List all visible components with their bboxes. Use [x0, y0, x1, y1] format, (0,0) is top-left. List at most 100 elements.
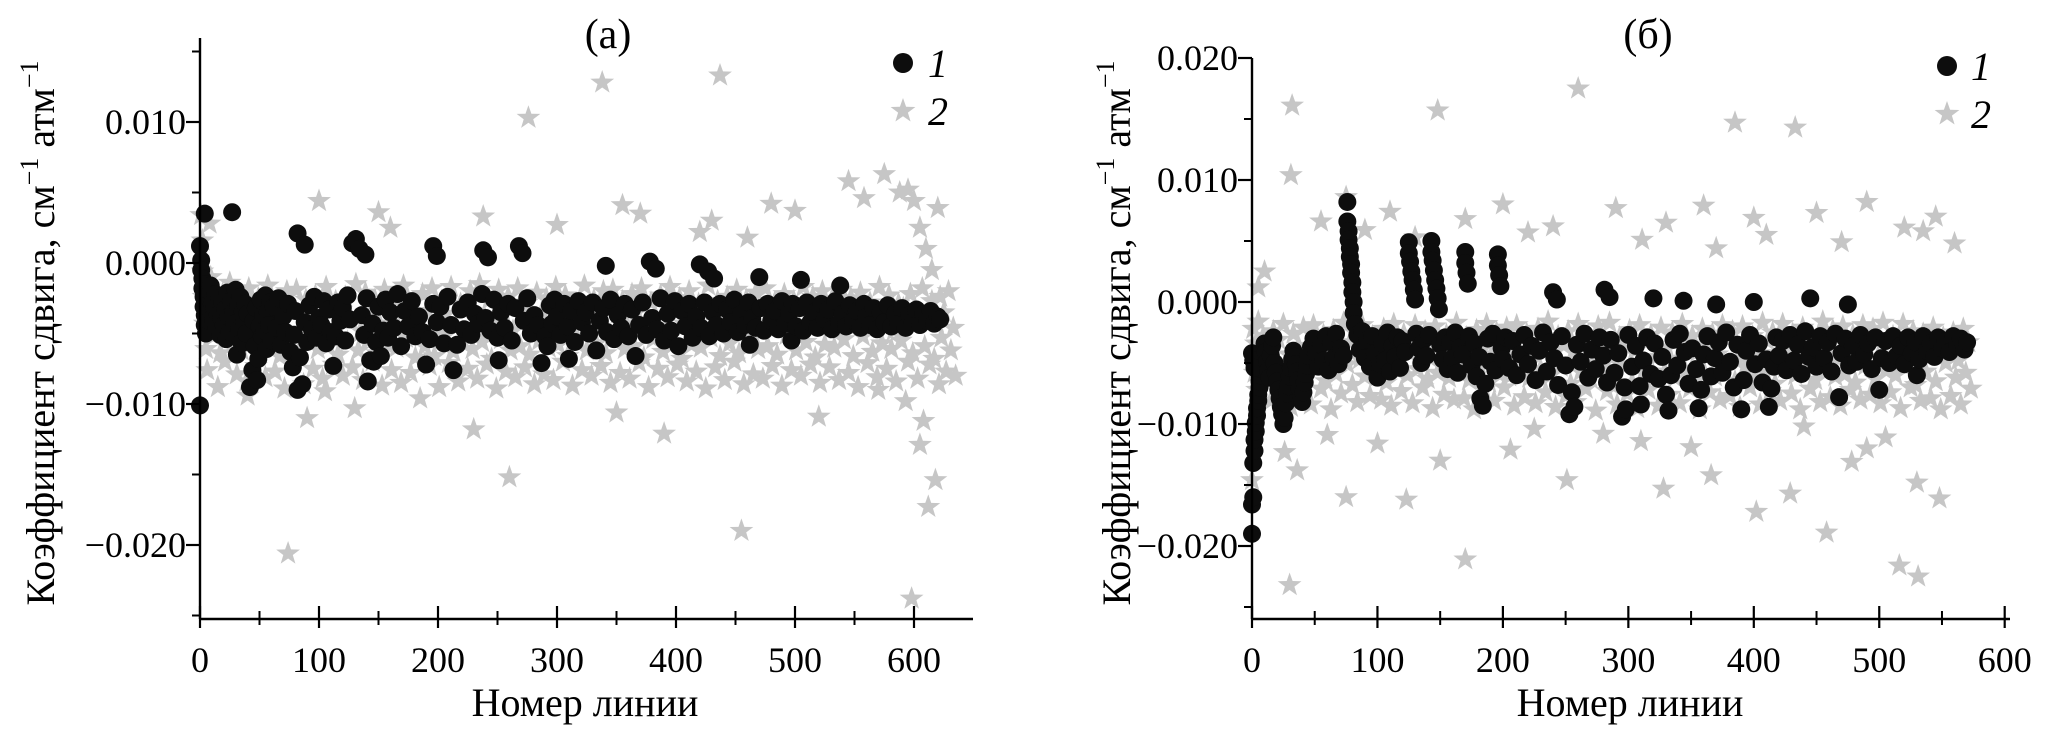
series-2-point [197, 211, 222, 234]
series-2-point [579, 363, 604, 386]
series-2-point [1425, 98, 1450, 121]
series-1-point [619, 327, 638, 346]
series-1-point [1822, 362, 1841, 381]
series-2-point [1605, 392, 1629, 415]
series-2-point [1748, 392, 1772, 415]
y-tick-label: −0.010 [85, 384, 186, 424]
series-1-point [782, 331, 801, 350]
series-1-point [427, 246, 446, 265]
series-2-point [574, 337, 599, 361]
series-1-point [587, 341, 606, 360]
x-tick-label: 600 [887, 640, 941, 680]
series-2-point [708, 63, 732, 86]
series-2-point [1946, 348, 1971, 371]
series-1-point [1692, 380, 1711, 399]
series-2-point [670, 346, 694, 369]
series-2-point [784, 337, 809, 361]
series-2-point [735, 225, 760, 248]
series-1-point [1552, 327, 1571, 346]
series-1-point [1656, 385, 1675, 404]
series-2-point [1803, 367, 1828, 391]
series-2-point [674, 368, 699, 392]
series-2-point [1444, 310, 1469, 333]
series-2-point [629, 275, 654, 299]
series-1-point [1600, 288, 1619, 307]
series-2-point [770, 373, 794, 396]
series-2-point [194, 336, 218, 360]
series-2-point [1428, 448, 1453, 471]
series-2-point [1733, 354, 1757, 377]
series-2-point [1340, 372, 1365, 396]
series-1-point [489, 351, 508, 370]
series-2-point [1670, 311, 1695, 335]
series-2-point [751, 366, 775, 389]
x-tick-label: 100 [292, 640, 346, 680]
series-1-points [191, 203, 950, 415]
series-2-point [1331, 310, 1356, 333]
series-2-point [591, 278, 616, 302]
series-1-point [1473, 396, 1492, 415]
series-2-point [505, 275, 530, 299]
series-2-point [1770, 311, 1795, 335]
series-2-point [1918, 385, 1943, 409]
series-2-point [1365, 431, 1390, 454]
series-2-point [872, 161, 897, 185]
series-2-point [699, 208, 724, 231]
series-1-point [1838, 295, 1857, 314]
legend-circle-marker [893, 53, 913, 73]
series-2-point [1848, 387, 1873, 410]
series-2-point [617, 366, 642, 389]
series-1-point [1537, 362, 1556, 381]
series-2-point [1345, 389, 1370, 413]
x-tick-label: 400 [1727, 640, 1781, 680]
series-1-point [338, 286, 357, 305]
panel-title: (б) [1623, 12, 1672, 58]
series-1-point [1788, 335, 1807, 354]
series-2-point [1301, 312, 1326, 336]
series-2-point [1923, 204, 1948, 227]
series-2-point [394, 325, 418, 348]
series-2-point [928, 284, 953, 307]
series-2-point [195, 357, 219, 381]
series-1-point [1448, 363, 1467, 382]
series-1-point [558, 317, 577, 336]
series-2-point [598, 370, 623, 393]
series-1-point [532, 354, 551, 373]
series-2-point [484, 376, 509, 399]
series-2-point [652, 421, 676, 444]
series-2-point [677, 278, 701, 302]
series-2-point [1573, 376, 1598, 399]
series-2-point [908, 432, 932, 455]
series-2-point [272, 376, 297, 399]
series-2-point [1543, 394, 1568, 417]
series-1-point [427, 313, 446, 332]
y-tick-label: −0.010 [1137, 404, 1238, 444]
series-2-point [436, 350, 461, 374]
series-1-point [381, 303, 400, 322]
series-2-point [346, 337, 371, 361]
series-2-point [925, 195, 950, 219]
series-2-point [295, 405, 319, 429]
series-2-point [253, 364, 278, 388]
series-1-point [646, 259, 665, 278]
series-1-point [1429, 300, 1448, 319]
series-2-point [1943, 365, 1968, 388]
series-2-point [1394, 487, 1419, 510]
series-2-point [1612, 333, 1637, 356]
series-2-point [1933, 350, 1958, 374]
series-2-point [1804, 200, 1829, 224]
series-2-point [912, 333, 937, 357]
series-2-point [801, 284, 825, 307]
series-2-point [1603, 195, 1628, 219]
series-2-point [898, 281, 923, 305]
series-2-point [408, 385, 432, 409]
series-1-point [1396, 343, 1415, 362]
series-2-point [1442, 387, 1466, 410]
series-2-point [1504, 312, 1529, 336]
series-2-point [927, 371, 951, 395]
series-2-point [1938, 383, 1963, 407]
series-1-point [651, 289, 670, 308]
series-2-point [899, 586, 924, 609]
series-2-point [1636, 377, 1661, 400]
series-2-point [1338, 329, 1362, 353]
